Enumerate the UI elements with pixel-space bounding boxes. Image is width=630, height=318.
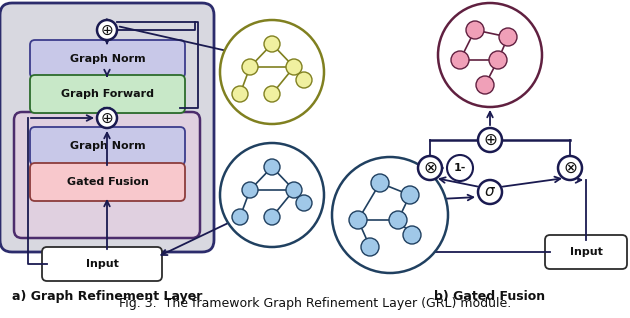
- Circle shape: [451, 51, 469, 69]
- Text: $\sigma$: $\sigma$: [484, 184, 496, 199]
- Text: $\oplus$: $\oplus$: [100, 23, 113, 38]
- Text: 1-: 1-: [454, 163, 466, 173]
- Circle shape: [286, 182, 302, 198]
- FancyBboxPatch shape: [30, 163, 185, 201]
- Circle shape: [476, 76, 494, 94]
- Circle shape: [232, 86, 248, 102]
- Circle shape: [97, 20, 117, 40]
- Circle shape: [264, 159, 280, 175]
- Circle shape: [403, 226, 421, 244]
- Text: a) Graph Refinement Layer: a) Graph Refinement Layer: [12, 290, 202, 303]
- FancyBboxPatch shape: [545, 235, 627, 269]
- Text: $\otimes$: $\otimes$: [423, 159, 437, 177]
- FancyBboxPatch shape: [42, 247, 162, 281]
- Circle shape: [220, 143, 324, 247]
- Circle shape: [389, 211, 407, 229]
- Text: Graph Norm: Graph Norm: [70, 141, 146, 151]
- Circle shape: [447, 155, 473, 181]
- Circle shape: [232, 209, 248, 225]
- Circle shape: [332, 157, 448, 273]
- Circle shape: [296, 195, 312, 211]
- FancyBboxPatch shape: [30, 40, 185, 78]
- Circle shape: [264, 209, 280, 225]
- Circle shape: [264, 86, 280, 102]
- FancyBboxPatch shape: [14, 112, 200, 238]
- Circle shape: [478, 180, 502, 204]
- Text: Graph Forward: Graph Forward: [61, 89, 154, 99]
- Text: Fig. 3.  The framework Graph Refinement Layer (GRL) module.: Fig. 3. The framework Graph Refinement L…: [119, 297, 511, 310]
- Text: Input: Input: [86, 259, 118, 269]
- Circle shape: [349, 211, 367, 229]
- Circle shape: [418, 156, 442, 180]
- Text: $\oplus$: $\oplus$: [100, 110, 113, 126]
- Circle shape: [489, 51, 507, 69]
- Text: b) Gated Fusion: b) Gated Fusion: [435, 290, 546, 303]
- Text: $\oplus$: $\oplus$: [483, 131, 497, 149]
- Text: Input: Input: [570, 247, 602, 257]
- Circle shape: [478, 128, 502, 152]
- Text: Gated Fusion: Gated Fusion: [67, 177, 149, 187]
- FancyBboxPatch shape: [30, 127, 185, 165]
- Circle shape: [97, 108, 117, 128]
- Circle shape: [401, 186, 419, 204]
- Circle shape: [361, 238, 379, 256]
- Circle shape: [558, 156, 582, 180]
- Circle shape: [286, 59, 302, 75]
- Circle shape: [466, 21, 484, 39]
- Circle shape: [264, 36, 280, 52]
- Circle shape: [296, 72, 312, 88]
- Circle shape: [220, 20, 324, 124]
- Text: Graph Norm: Graph Norm: [70, 54, 146, 64]
- Circle shape: [242, 59, 258, 75]
- FancyBboxPatch shape: [30, 75, 185, 113]
- Circle shape: [242, 182, 258, 198]
- Text: $\otimes$: $\otimes$: [563, 159, 577, 177]
- Circle shape: [499, 28, 517, 46]
- FancyBboxPatch shape: [0, 3, 214, 252]
- Circle shape: [371, 174, 389, 192]
- Circle shape: [438, 3, 542, 107]
